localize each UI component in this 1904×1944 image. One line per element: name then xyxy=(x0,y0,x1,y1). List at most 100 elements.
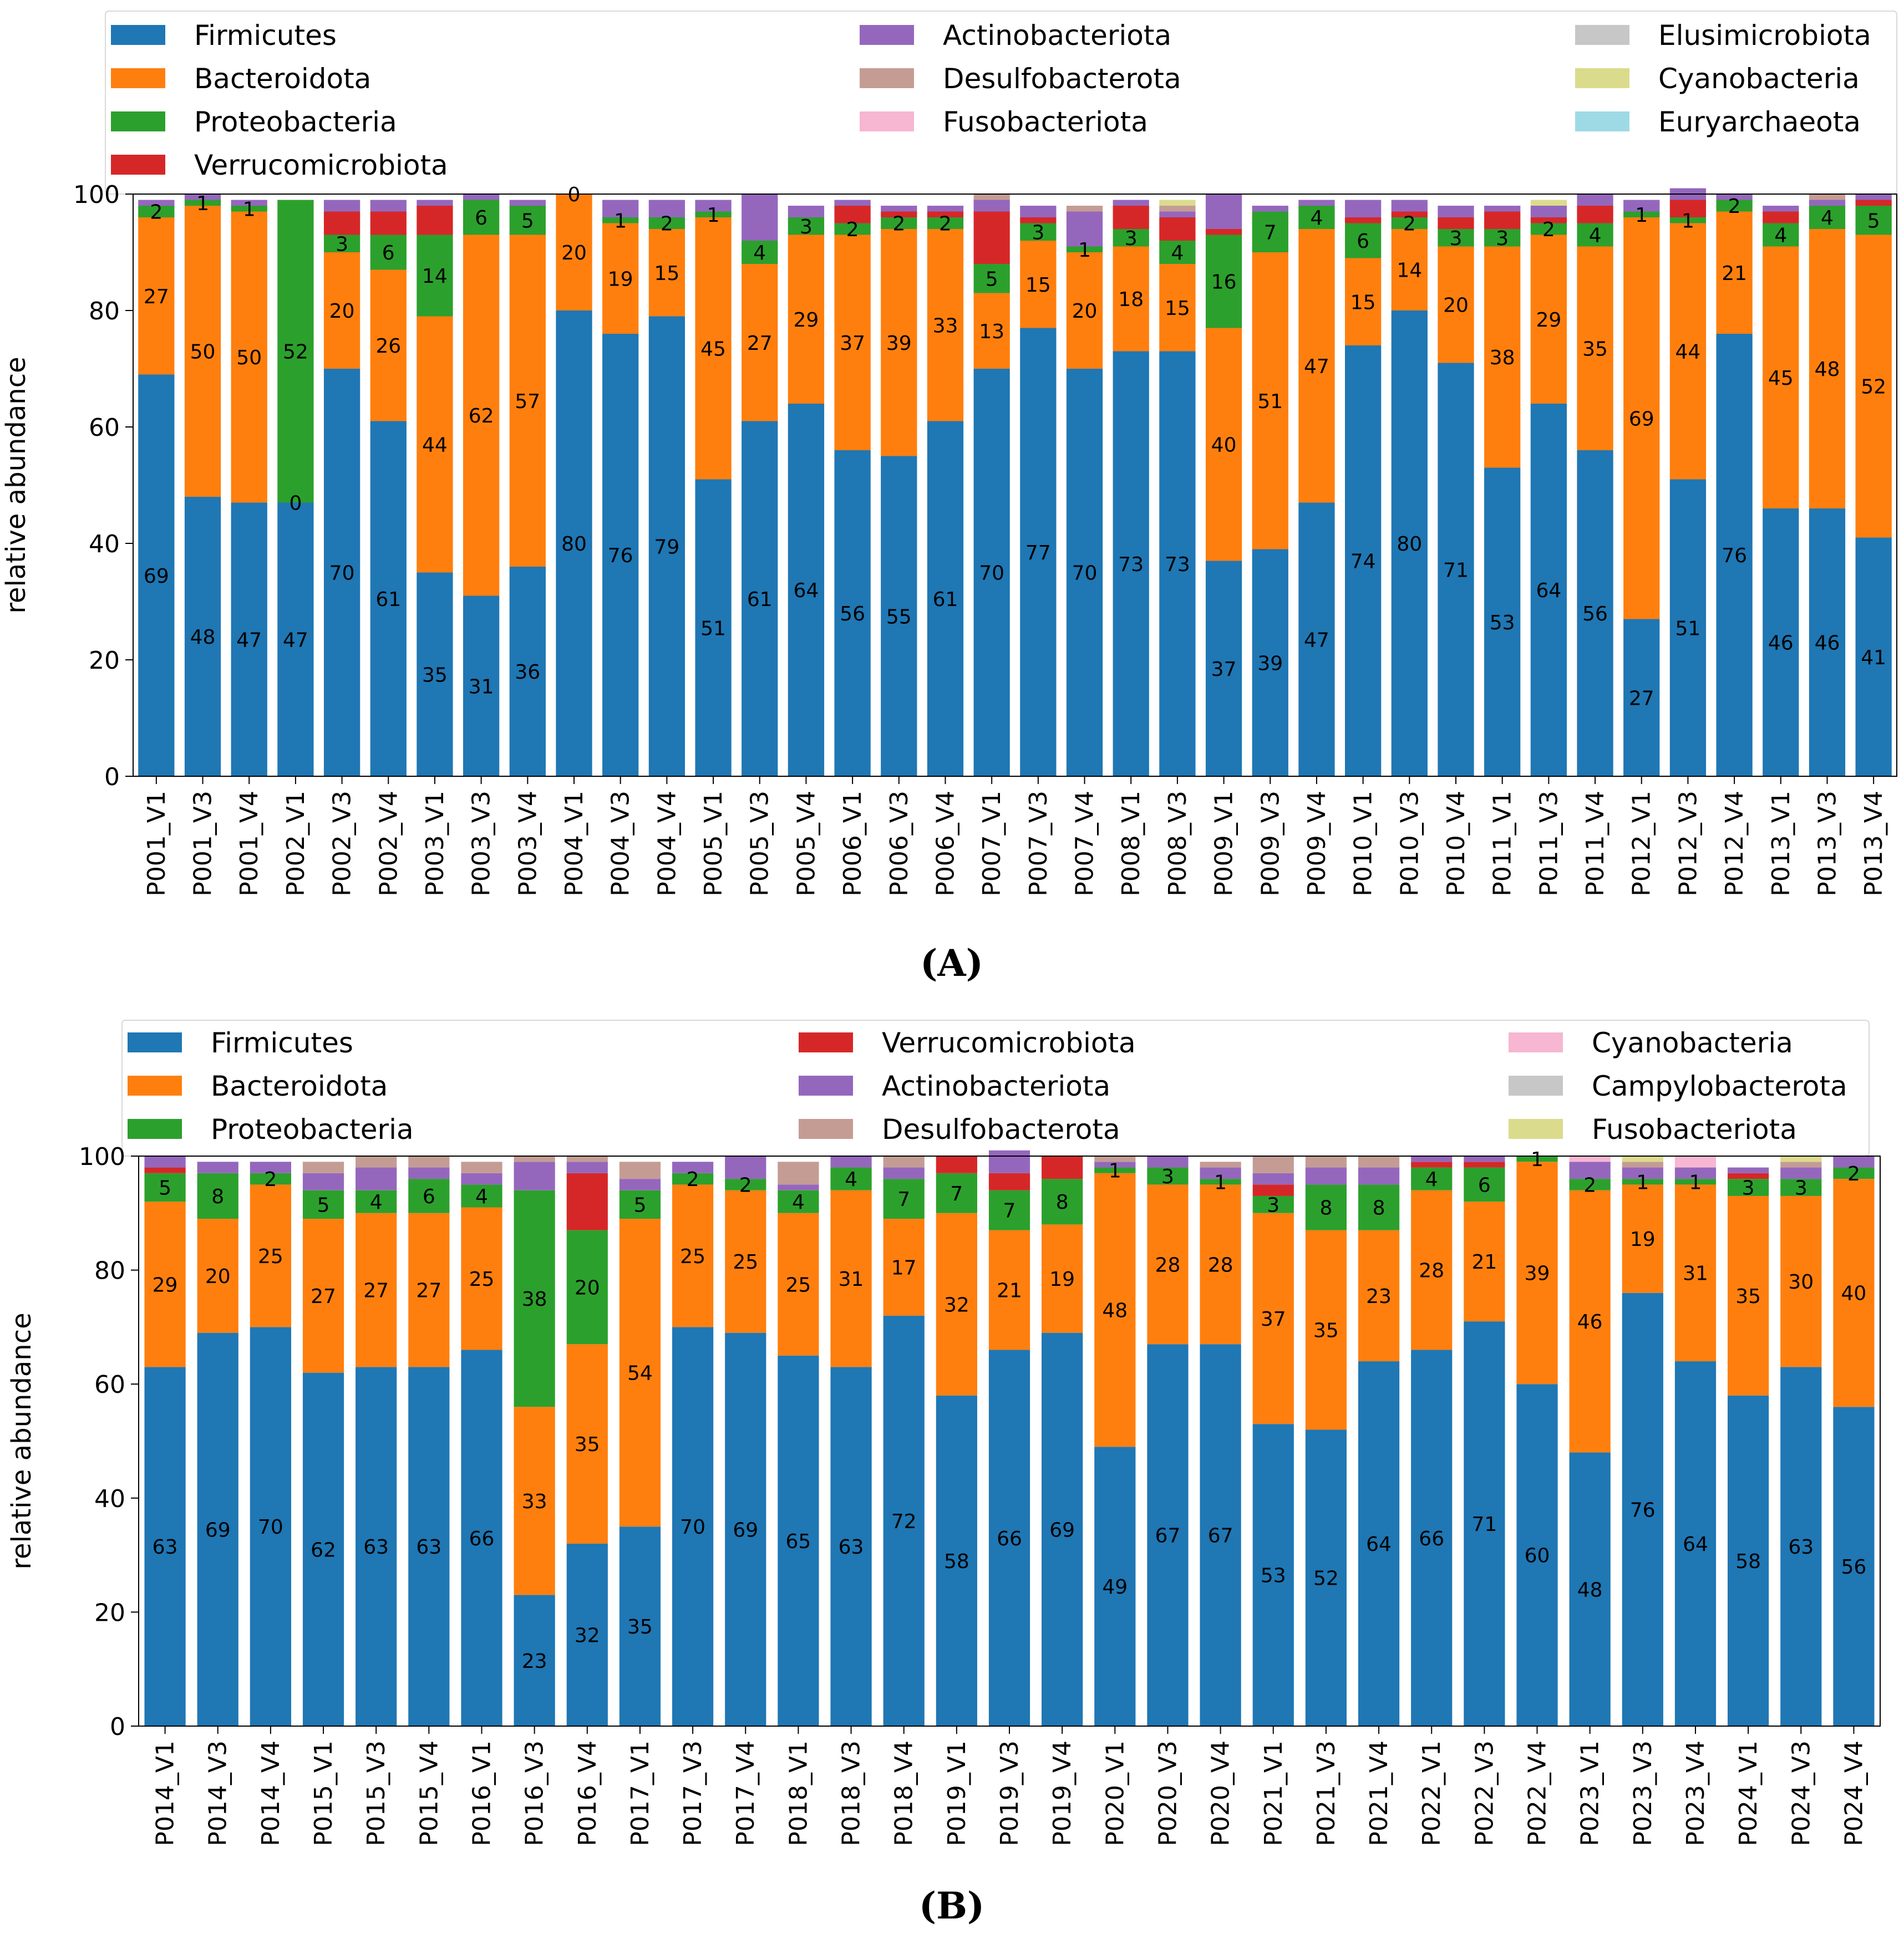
chart0-bar-P009_V1-Actinobacteriota xyxy=(1205,194,1242,229)
chart1-bar-P024_V4-Actinobacteriota xyxy=(1833,1156,1875,1168)
chart0-bar-P006_V4-Bacteroidota xyxy=(927,229,964,421)
chart1-xtick-label-16: P019_V3 xyxy=(996,1741,1024,1846)
chart0-data-label-P008_V3-Firmicutes: 73 xyxy=(1165,553,1190,576)
chart0-data-label-P006_V3-Firmicutes: 55 xyxy=(886,605,912,628)
chart0-bar-P007_V3-Proteobacteria xyxy=(1020,223,1057,241)
chart0-bar-P010_V1-Firmicutes xyxy=(1344,345,1382,776)
chart1-xtick-label-20: P020_V4 xyxy=(1207,1741,1235,1846)
chart0-legend-swatch-3 xyxy=(111,155,165,175)
chart0-data-label-P002_V4-Bacteroidota: 26 xyxy=(375,335,401,358)
chart1-bar-P016_V3-Bacteroidota xyxy=(514,1407,555,1595)
chart1-bar-P020_V3-Actinobacteriota xyxy=(1147,1156,1189,1168)
chart0-data-label-P009_V4-Bacteroidota: 47 xyxy=(1304,355,1329,378)
chart0-data-label-P012_V3-Proteobacteria: 1 xyxy=(1682,210,1694,232)
chart0-bar-P011_V3-Proteobacteria xyxy=(1530,223,1567,235)
chart0-bar-P011_V3-Bacteroidota xyxy=(1530,235,1567,404)
chart0-data-label-P013_V4-Bacteroidota: 52 xyxy=(1861,376,1886,399)
chart0-data-label-P003_V3-Proteobacteria: 6 xyxy=(475,207,488,230)
chart0-bar-P013_V1-Bacteroidota xyxy=(1763,246,1799,508)
chart1-bar-P023_V1-Actinobacteriota xyxy=(1569,1162,1611,1179)
chart1-xtick-label-32: P024_V4 xyxy=(1840,1741,1868,1846)
chart0-bar-P003_V1-Verrucomicrobiota xyxy=(417,206,453,235)
chart0-bar-P001_V1-Actinobacteriota xyxy=(138,200,175,206)
chart0-data-label-P011_V1-Bacteroidota: 38 xyxy=(1490,347,1515,369)
chart0-xtick-label-5: P002_V4 xyxy=(374,791,403,897)
chart1-legend-label-1: Bacteroidota xyxy=(211,1070,388,1102)
chart0-xtick-label-25: P009_V4 xyxy=(1303,791,1331,897)
chart1-bar-P018_V3-Bacteroidota xyxy=(830,1190,872,1367)
chart0-bar-P012_V4-Proteobacteria xyxy=(1716,200,1753,212)
chart1-bar-P024_V3-Desulfobacterota xyxy=(1780,1162,1822,1168)
chart1-data-label-P023_V1-Firmicutes: 48 xyxy=(1577,1579,1603,1601)
chart1-xtick-label-1: P014_V3 xyxy=(204,1741,232,1846)
chart1-data-label-P014_V4-Firmicutes: 70 xyxy=(258,1516,283,1539)
chart1-xtick-label-23: P021_V4 xyxy=(1365,1741,1393,1846)
chart0-bar-P013_V4-Bacteroidota xyxy=(1855,235,1892,538)
chart1-data-label-P021_V1-Proteobacteria: 3 xyxy=(1267,1194,1280,1217)
chart1-data-label-P017_V1-Firmicutes: 35 xyxy=(627,1616,653,1638)
chart0-bar-P009_V1-Proteobacteria xyxy=(1205,235,1242,328)
chart0-bar-P005_V3-Actinobacteriota xyxy=(742,194,778,241)
chart0-xtick-label-28: P010_V4 xyxy=(1442,791,1470,897)
chart0-data-label-P009_V4-Proteobacteria: 4 xyxy=(1310,207,1323,230)
chart0-bar-P013_V1-Proteobacteria xyxy=(1763,223,1799,247)
chart0-bar-P010_V3-Bacteroidota xyxy=(1391,229,1428,311)
chart0-bar-P004_V4-Bacteroidota xyxy=(648,229,686,317)
chart1-bar-P017_V4-Firmicutes xyxy=(725,1332,766,1726)
chart0-xtick-label-1: P001_V3 xyxy=(189,791,217,897)
chart0-bar-P002_V4-Bacteroidota xyxy=(370,269,407,421)
chart0-data-label-P004_V1-Proteobacteria: 0 xyxy=(568,184,581,206)
chart0-data-label-P009_V1-Firmicutes: 37 xyxy=(1211,658,1237,681)
chart0-bar-P011_V4-Bacteroidota xyxy=(1577,246,1613,450)
chart1-bar-P019_V4-Firmicutes xyxy=(1042,1332,1083,1726)
chart1-data-label-P016_V3-Bacteroidota: 33 xyxy=(522,1490,547,1513)
chart0-bar-P004_V4-Proteobacteria xyxy=(648,217,686,229)
chart0-ylabel: relative abundance xyxy=(1,357,32,613)
chart0-data-label-P011_V4-Bacteroidota: 35 xyxy=(1582,338,1608,360)
chart0-bar-P009_V4-Actinobacteriota xyxy=(1298,200,1335,206)
chart1-bar-P018_V1-Bacteroidota xyxy=(778,1213,819,1356)
chart0-data-label-P004_V3-Bacteroidota: 19 xyxy=(608,268,633,291)
chart0-data-label-P008_V3-Proteobacteria: 4 xyxy=(1171,242,1184,264)
chart0-data-label-P009_V1-Bacteroidota: 40 xyxy=(1211,434,1237,457)
chart0-bar-P007_V1-Verrucomicrobiota xyxy=(973,211,1010,264)
chart0-data-label-P006_V3-Proteobacteria: 2 xyxy=(892,213,905,236)
chart0-data-label-P012_V4-Firmicutes: 76 xyxy=(1722,544,1747,567)
chart0-bar-P012_V1-Actinobacteriota xyxy=(1623,200,1660,212)
chart0-ytick-label-5: 100 xyxy=(73,181,120,209)
chart1-bar-P016_V1-Bacteroidota xyxy=(461,1207,502,1350)
chart1-data-label-P016_V1-Bacteroidota: 25 xyxy=(469,1268,495,1291)
chart1-bar-P023_V3-Desulfobacterota xyxy=(1622,1162,1663,1168)
chart0-bar-P008_V1-Verrucomicrobiota xyxy=(1113,206,1149,229)
chart0-bar-P011_V3-Cyanobacteria xyxy=(1530,200,1567,206)
chart1-bar-P020_V1-Bacteroidota xyxy=(1094,1173,1136,1447)
chart0-bar-P003_V3-Firmicutes xyxy=(463,596,500,776)
chart1-data-label-P016_V3-Proteobacteria: 38 xyxy=(522,1288,547,1311)
chart1-bar-P023_V4-Proteobacteria xyxy=(1674,1179,1717,1185)
chart0-ytick-label-2: 40 xyxy=(89,530,120,558)
chart1-xtick-label-8: P016_V4 xyxy=(573,1741,602,1846)
chart1-bar-P022_V1-Firmicutes xyxy=(1411,1350,1453,1726)
chart1-bar-P024_V3-Firmicutes xyxy=(1780,1367,1822,1726)
chart0-bar-P006_V4-Proteobacteria xyxy=(927,217,964,229)
chart0-bar-P008_V3-Firmicutes xyxy=(1159,351,1196,776)
chart0-data-label-P013_V1-Firmicutes: 46 xyxy=(1768,632,1794,655)
chart0-bar-P007_V3-Firmicutes xyxy=(1020,328,1057,776)
chart0-bar-P007_V1-Bacteroidota xyxy=(973,293,1010,369)
chart1-bar-P015_V4-Desulfobacterota xyxy=(408,1156,450,1168)
chart0-data-label-P005_V3-Firmicutes: 61 xyxy=(747,588,773,611)
chart0-plot-frame xyxy=(133,194,1897,777)
panel-b-chart: Firmicutes Bacteroidota Proteobacteria Verr… xyxy=(6,1020,1881,1927)
chart0-data-label-P007_V3-Bacteroidota: 15 xyxy=(1025,274,1051,297)
chart1-data-label-P019_V4-Bacteroidota: 19 xyxy=(1049,1268,1075,1291)
chart0-xtick-label-29: P011_V1 xyxy=(1489,791,1517,897)
chart1-bar-P018_V4-Bacteroidota xyxy=(883,1219,925,1316)
chart1-data-label-P014_V4-Bacteroidota: 25 xyxy=(258,1245,283,1268)
chart0-bar-P005_V1-Bacteroidota xyxy=(695,217,732,480)
chart1-data-label-P024_V1-Proteobacteria: 3 xyxy=(1742,1177,1755,1200)
chart0-bar-P001_V3-Proteobacteria xyxy=(184,200,221,206)
chart0-bar-P001_V4-Actinobacteriota xyxy=(231,200,267,206)
chart1-bar-P020_V1-Proteobacteria xyxy=(1094,1167,1136,1173)
chart1-xtick-label-31: P024_V3 xyxy=(1787,1741,1815,1846)
chart0-data-label-P013_V3-Bacteroidota: 48 xyxy=(1815,358,1840,381)
